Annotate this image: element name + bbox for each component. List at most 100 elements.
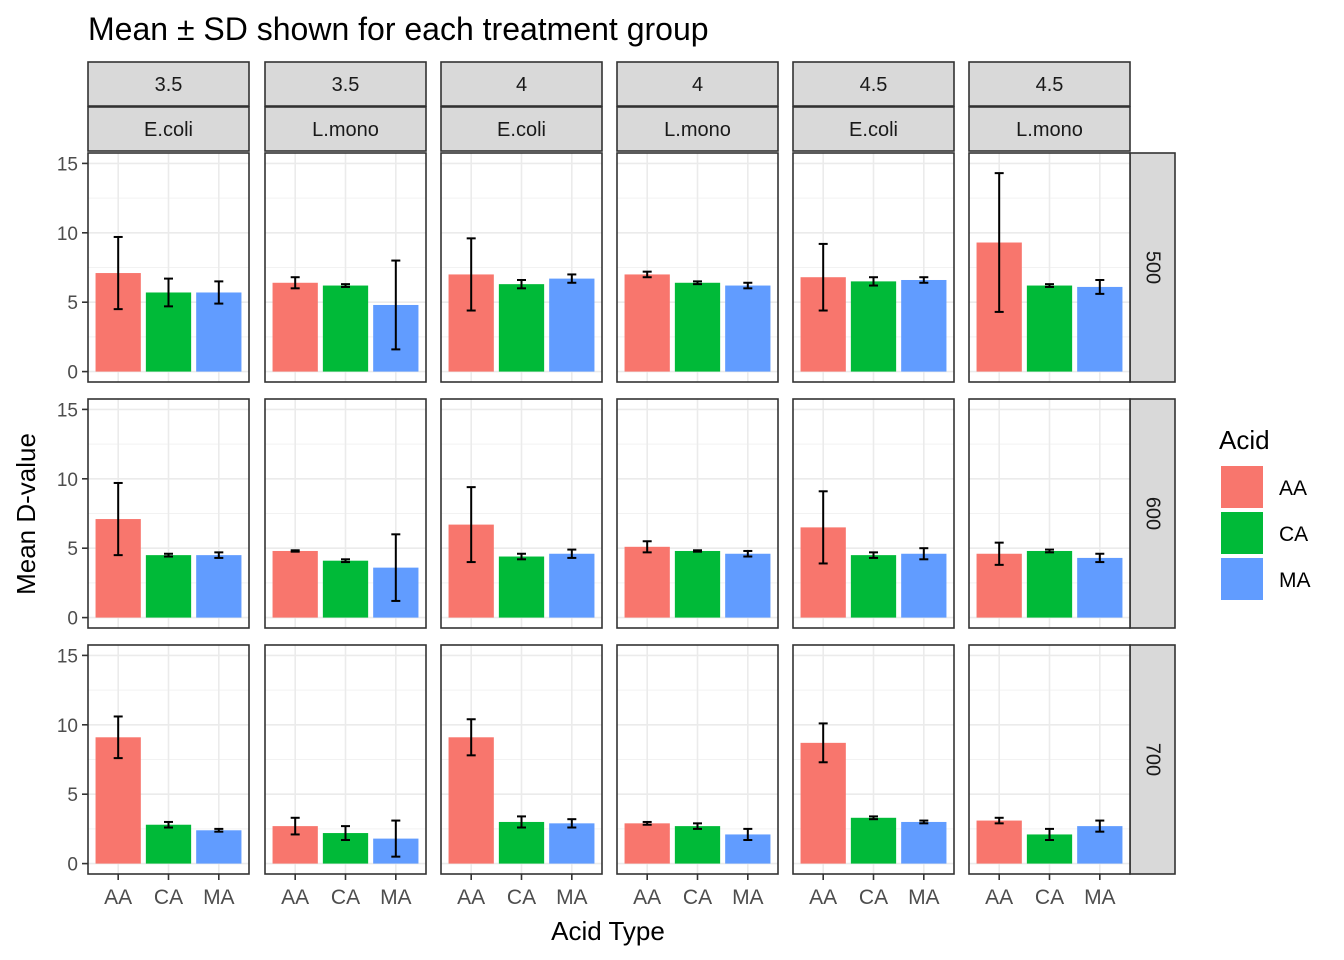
facet-strip-ph: [968, 61, 1131, 107]
facet-panel: [440, 398, 603, 629]
bar: [498, 821, 545, 864]
bar: [196, 292, 242, 372]
x-tick-label: MA: [908, 886, 940, 909]
facet-strip-ph-label: 4.5: [860, 74, 888, 96]
bar: [322, 560, 369, 618]
facet-strip-ph-label: 4: [692, 74, 703, 96]
facet-panel: AA CA MA: [440, 644, 603, 909]
panel-border: [616, 398, 779, 629]
facet-panel: AA CA MA: [792, 644, 955, 909]
facet-panel: [968, 398, 1131, 629]
facet-strip-temperature-label: 700: [1142, 743, 1164, 776]
facet-strip-ph: [440, 61, 603, 107]
x-tick-label: CA: [331, 886, 360, 909]
bar: [448, 737, 494, 864]
panel-border: [440, 398, 603, 629]
y-tick-label: 15: [57, 646, 78, 667]
y-tick-label: 5: [67, 539, 78, 560]
facet-strip-organism-label: L.mono: [664, 119, 731, 141]
bar: [549, 823, 595, 864]
y-tick-label: 5: [67, 293, 78, 314]
x-tick-label: MA: [380, 886, 412, 909]
legend-key: [1221, 512, 1263, 554]
facet-strip-organism: [792, 106, 955, 152]
y-tick-label: 15: [57, 154, 78, 175]
facet-panel: [264, 152, 427, 383]
legend-label: CA: [1279, 523, 1308, 546]
x-tick-label: AA: [809, 886, 837, 909]
bar: [498, 556, 545, 618]
y-tick-label: 10: [57, 716, 78, 737]
x-tick-label: CA: [154, 886, 183, 909]
facet-panel: [792, 398, 955, 629]
facet-strip-ph-label: 4.5: [1036, 74, 1064, 96]
facet-panel: AA CA MA: [264, 644, 427, 909]
x-tick-label: AA: [985, 886, 1013, 909]
panel-border: [968, 152, 1131, 383]
facet-panel: 0 5 10 15: [57, 398, 250, 630]
facet-strip-ph: [616, 61, 779, 107]
facet-panel: AA CA MA: [968, 644, 1131, 909]
x-tick-label: AA: [633, 886, 661, 909]
y-tick-label: 10: [57, 470, 78, 491]
facet-strip-organism-label: E.coli: [497, 119, 546, 141]
bar: [725, 553, 771, 618]
facet-panels: 3.5 E.coli 3.5 L.mono 4 E.coli 4 L.mono 4.5 E.col…: [57, 61, 1176, 909]
legend: Acid AA CA MA: [1219, 425, 1311, 600]
bar: [145, 555, 192, 618]
facet-panel: [616, 152, 779, 383]
bar: [674, 282, 721, 372]
facet-panel: [440, 152, 603, 383]
bar: [725, 285, 771, 372]
chart-title: Mean ± SD shown for each treatment group: [88, 11, 709, 47]
bar: [1026, 285, 1073, 372]
facet-strip-ph: [792, 61, 955, 107]
bar: [624, 823, 670, 864]
facet-strip-temperature-label: 500: [1142, 251, 1164, 284]
bar: [549, 278, 595, 372]
bar: [901, 279, 947, 372]
y-tick-label: 10: [57, 224, 78, 245]
legend-label: AA: [1279, 477, 1307, 500]
bar: [322, 285, 369, 372]
x-tick-label: CA: [507, 886, 536, 909]
facet-strip-ph-label: 3.5: [332, 74, 360, 96]
facet-strip-organism: [264, 106, 427, 152]
panel-border: [792, 398, 955, 629]
facet-strip-temperature: [1129, 398, 1176, 629]
facet-panel: [968, 152, 1131, 383]
facet-strip-temperature-label: 600: [1142, 497, 1164, 530]
legend-title: Acid: [1219, 425, 1270, 455]
facet-panel: 0 5 10 15 AA CA MA: [57, 644, 250, 909]
panel-border: [87, 398, 250, 629]
facet-strip-organism-label: E.coli: [849, 119, 898, 141]
bar: [624, 546, 670, 618]
facet-strip-organism: [87, 106, 250, 152]
y-axis-title: Mean D-value: [11, 433, 41, 595]
panel-border: [792, 152, 955, 383]
panel-border: [968, 398, 1131, 629]
panel-border: [264, 152, 427, 383]
bar: [1077, 557, 1123, 618]
bar: [272, 282, 318, 372]
x-tick-label: AA: [457, 886, 485, 909]
bar: [850, 281, 897, 372]
bar: [901, 821, 947, 864]
facet-panel: 0 5 10 15: [57, 152, 250, 384]
x-tick-label: CA: [859, 886, 888, 909]
facet-strip-organism-label: L.mono: [1016, 119, 1083, 141]
bar: [624, 274, 670, 372]
facet-strip-organism-label: E.coli: [144, 119, 193, 141]
x-tick-label: CA: [1035, 886, 1064, 909]
bar: [674, 826, 721, 864]
x-axis-title: Acid Type: [551, 916, 665, 946]
panel-border: [87, 152, 250, 383]
x-tick-label: CA: [683, 886, 712, 909]
y-tick-label: 0: [67, 855, 78, 876]
bar: [1026, 550, 1073, 618]
bar: [850, 555, 897, 618]
facet-strip-temperature: [1129, 152, 1176, 383]
facet-strip-organism: [616, 106, 779, 152]
facet-strip-ph: [264, 61, 427, 107]
panel-border: [264, 398, 427, 629]
